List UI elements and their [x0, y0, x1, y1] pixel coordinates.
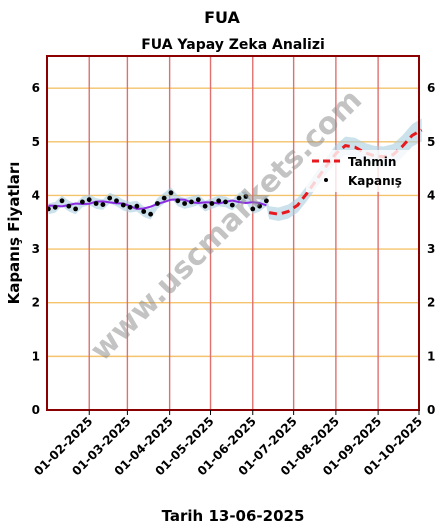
close-point: [236, 195, 242, 201]
close-point: [134, 203, 140, 209]
y-axis-label: Kapanış Fiyatları: [5, 162, 23, 305]
y-tick-label-right: 3: [427, 242, 435, 256]
plot-frame: [46, 55, 420, 411]
close-point: [59, 198, 65, 204]
close-point: [182, 201, 188, 206]
y-tick-label-right: 5: [427, 135, 435, 149]
legend-marker-close: [324, 178, 328, 182]
close-point: [216, 198, 222, 204]
close-point: [229, 202, 235, 208]
y-ticks-right: 0 1 2 3 4 5 6: [427, 81, 435, 417]
plot-background: [47, 56, 419, 410]
x-ticks: 01-02-202501-03-202501-04-202501-05-2025…: [31, 410, 425, 478]
close-point: [114, 198, 119, 204]
y-ticks-left: 0 1 2 3 4 5 6: [32, 81, 40, 417]
close-point: [264, 198, 269, 204]
close-point: [257, 203, 262, 209]
close-point: [243, 194, 249, 199]
close-point: [155, 201, 160, 206]
y-tick-label-right: 1: [427, 349, 435, 363]
close-point: [250, 206, 256, 212]
close-point: [141, 209, 147, 214]
y-tick-label-left: 3: [32, 242, 40, 256]
close-point: [202, 203, 208, 209]
close-point: [161, 195, 167, 201]
y-tick-label-left: 5: [32, 135, 40, 149]
close-point: [195, 197, 201, 203]
y-tick-label-left: 0: [32, 403, 40, 417]
close-point: [73, 206, 78, 212]
x-axis-label: Tarih 13-06-2025: [162, 507, 305, 525]
close-point: [100, 202, 106, 208]
y-tick-label-left: 2: [32, 296, 40, 310]
close-point: [189, 199, 194, 205]
close-point: [80, 199, 85, 205]
close-point: [52, 204, 58, 210]
y-tick-label-left: 4: [32, 188, 40, 202]
legend: Tahmin Kapanış: [306, 150, 410, 192]
close-point: [66, 203, 72, 209]
close-point: [223, 199, 228, 205]
close-point: [93, 201, 99, 206]
close-point: [209, 201, 215, 206]
y-tick-label-right: 0: [427, 403, 435, 417]
chart-subtitle: FUA Yapay Zeka Analizi: [141, 37, 325, 53]
close-point: [168, 190, 174, 196]
chart-title: FUA: [204, 8, 240, 27]
y-tick-label-right: 4: [427, 188, 435, 202]
legend-box: [306, 150, 410, 192]
y-tick-label-right: 6: [427, 81, 435, 95]
y-tick-label-right: 2: [427, 296, 435, 310]
legend-label-close: Kapanış: [348, 174, 402, 188]
close-point: [86, 197, 92, 203]
close-point: [107, 195, 113, 201]
y-tick-label-left: 6: [32, 81, 40, 95]
close-point: [175, 198, 181, 204]
close-point: [148, 211, 154, 217]
y-tick-label-left: 1: [32, 349, 40, 363]
close-point: [127, 204, 133, 210]
legend-label-forecast: Tahmin: [348, 155, 396, 169]
close-point: [120, 202, 126, 208]
